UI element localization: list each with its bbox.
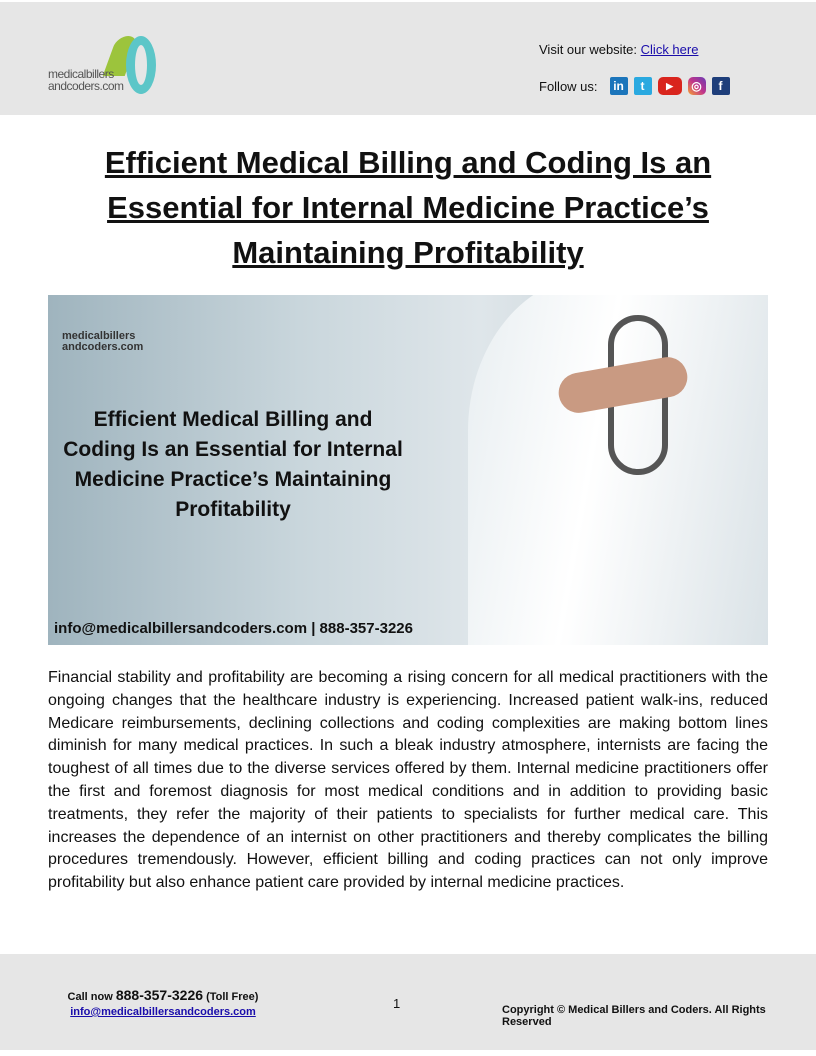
page-header: medicalbillers andcoders.com Visit our we… bbox=[0, 2, 816, 115]
page-footer bbox=[0, 954, 816, 1050]
toll-free-label: (Toll Free) bbox=[206, 991, 259, 1003]
follow-us: Follow us: in t ▶ ◎ f bbox=[539, 77, 730, 95]
linkedin-icon[interactable]: in bbox=[609, 77, 628, 95]
body-paragraph: Financial stability and profitability ar… bbox=[48, 669, 768, 892]
footer-phone: 888-357-3226 bbox=[115, 987, 204, 1003]
footer-email-link[interactable]: info@medicalbillersandcoders.com bbox=[70, 1006, 256, 1018]
follow-label: Follow us: bbox=[539, 78, 598, 94]
hero-image: medicalbillers andcoders.com Efficient M… bbox=[48, 295, 768, 645]
doctor-coat-shape bbox=[468, 295, 768, 645]
hero-logo-text: medicalbillers andcoders.com bbox=[62, 330, 144, 353]
visit-website: Visit our website: Click here bbox=[539, 42, 698, 57]
footer-contact: Call now 888-357-3226 (Toll Free) info@m… bbox=[48, 987, 278, 1018]
hero-title: Efficient Medical Billing and Coding Is … bbox=[63, 408, 403, 521]
logo-ring-shape bbox=[126, 36, 156, 94]
instagram-icon[interactable]: ◎ bbox=[687, 77, 706, 95]
youtube-icon[interactable]: ▶ bbox=[657, 77, 682, 95]
twitter-icon[interactable]: t bbox=[633, 77, 652, 95]
copyright: Copyright © Medical Billers and Coders. … bbox=[502, 1004, 766, 1028]
page-number: 1 bbox=[393, 996, 401, 1011]
visit-label: Visit our website: bbox=[539, 42, 638, 57]
logo-text: medicalbillers andcoders.com bbox=[48, 67, 124, 93]
facebook-icon[interactable]: f bbox=[711, 77, 730, 95]
company-logo: medicalbillers andcoders.com bbox=[48, 36, 178, 98]
page-title: Efficient Medical Billing and Coding Is … bbox=[104, 145, 712, 270]
website-link[interactable]: Click here bbox=[640, 42, 699, 57]
call-prefix: Call now bbox=[67, 991, 113, 1003]
hero-contact: info@medicalbillersandcoders.com | 888-3… bbox=[54, 620, 413, 637]
